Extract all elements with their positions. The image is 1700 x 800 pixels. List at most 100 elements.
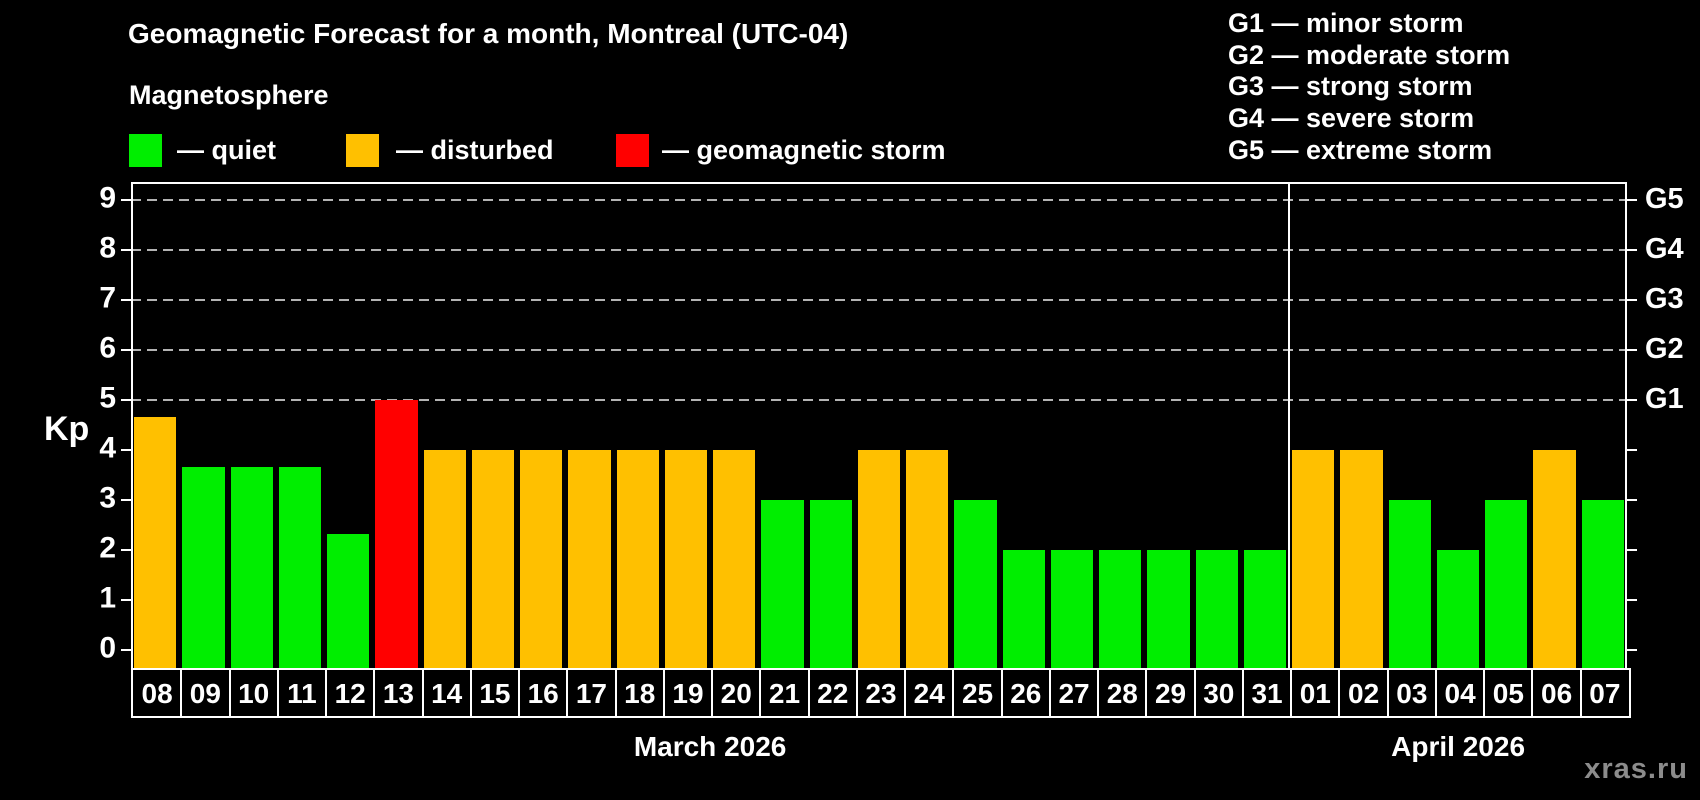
date-cell-separator	[759, 670, 762, 716]
kp-tick-mark	[121, 349, 131, 351]
kp-bar	[182, 466, 225, 668]
kp-tick-mark	[121, 399, 131, 401]
kp-gridline	[131, 299, 1627, 301]
g-scale-legend-line: G2 — moderate storm	[1228, 39, 1511, 70]
kp-axis-label: Kp	[44, 410, 90, 448]
g-scale-legend-line: G3 — strong storm	[1228, 71, 1473, 102]
date-cell-label: 03	[1396, 678, 1428, 709]
kp-tick-mark	[121, 299, 131, 301]
watermark: xras.ru	[1584, 753, 1688, 785]
date-cell-label: 09	[189, 678, 221, 709]
g-scale-legend-line: G1 — minor storm	[1228, 8, 1464, 38]
date-cell-separator	[1483, 670, 1486, 716]
kp-bar	[1388, 500, 1431, 668]
disturbed-legend-swatch	[346, 134, 379, 167]
kp-bar	[278, 466, 322, 668]
kp-bar	[375, 400, 418, 668]
kp-gridline	[131, 399, 1627, 401]
date-cell-label: 14	[431, 678, 463, 709]
date-cell-label: 22	[817, 678, 849, 709]
date-cell-separator	[1145, 670, 1148, 716]
date-cell-separator	[855, 670, 858, 716]
kp-bar	[1581, 500, 1624, 668]
date-cell-separator	[1193, 670, 1196, 716]
date-cell-label: 26	[1010, 678, 1042, 709]
kp-bar	[906, 450, 949, 668]
date-cell-label: 19	[672, 678, 704, 709]
date-cell-separator	[373, 670, 376, 716]
date-cell-separator	[1531, 670, 1534, 716]
date-cell-separator	[662, 670, 665, 716]
g-scale-legend: G1 — minor storm G2 — moderate storm G3 — …	[1228, 8, 1510, 167]
disturbed-legend-label: — disturbed	[396, 135, 554, 165]
kp-bar	[713, 450, 756, 668]
kp-tick-mark	[121, 199, 131, 201]
date-cell-label: 10	[238, 678, 270, 709]
kp-tick-label: 9	[99, 181, 116, 215]
g-tick-label: G4	[1645, 232, 1684, 265]
kp-tick-label: 1	[99, 581, 116, 615]
g-tick-mark	[1627, 549, 1637, 551]
plot-left-spine	[131, 182, 133, 668]
date-cell-separator	[1338, 670, 1341, 716]
kp-bar	[857, 450, 901, 668]
kp-tick-label: 4	[99, 431, 116, 465]
date-cell-separator	[1097, 670, 1100, 716]
kp-tick-label: 2	[99, 531, 116, 565]
date-cell-separator	[180, 670, 183, 716]
date-cell-label: 23	[865, 678, 897, 709]
kp-bar	[664, 450, 708, 668]
kp-tick-label: 7	[99, 281, 116, 315]
date-cell-separator	[1241, 670, 1244, 716]
plot-area	[131, 182, 1627, 668]
date-cell-label: 17	[575, 678, 608, 709]
date-cell-label: 12	[334, 678, 366, 709]
g-tick-mark	[1627, 199, 1637, 201]
g-tick-mark	[1627, 599, 1637, 601]
storm-legend-label: — geomagnetic storm	[662, 135, 946, 165]
kp-tick-mark	[121, 549, 131, 551]
kp-tick-label: 5	[99, 381, 116, 415]
kp-bar	[954, 500, 997, 668]
kp-bar	[1436, 550, 1480, 668]
date-cell-separator	[276, 670, 279, 716]
month-label: April 2026	[1391, 731, 1526, 762]
kp-bar	[1340, 450, 1383, 668]
kp-bar	[1050, 550, 1094, 668]
date-cell-label: 16	[527, 678, 559, 709]
g-tick-mark	[1627, 499, 1637, 501]
quiet-legend-label: — quiet	[177, 135, 276, 165]
date-row: 08 09 10 11 12 13 14 15 16 17 18 19 20 21 22 23 24 25 26 27…	[131, 668, 1631, 718]
month-label: March 2026	[633, 731, 787, 762]
kp-tick-mark	[121, 599, 131, 601]
date-cell-separator	[566, 670, 569, 716]
date-cell-separator	[807, 670, 810, 716]
kp-gridline	[131, 249, 1627, 251]
date-cell-label: 29	[1154, 678, 1187, 709]
g-tick-label: G2	[1645, 332, 1684, 365]
kp-bar	[616, 450, 659, 668]
date-cell-label: 07	[1589, 678, 1621, 709]
date-cell-label: 28	[1106, 678, 1138, 709]
date-cell-separator	[1048, 670, 1051, 716]
date-cell-separator	[1290, 670, 1293, 716]
kp-tick-mark	[121, 449, 131, 451]
date-cell-label: 18	[624, 678, 656, 709]
g-tick-mark	[1627, 249, 1637, 251]
kp-tick-label: 0	[99, 631, 116, 665]
kp-bar	[134, 416, 177, 668]
g-tick-label: G3	[1645, 282, 1684, 315]
date-cell-label: 20	[720, 678, 752, 709]
kp-bar	[1533, 450, 1576, 668]
g-tick-mark	[1627, 449, 1637, 451]
g-tick-mark	[1627, 649, 1637, 651]
kp-gridline	[131, 349, 1627, 351]
date-cell-separator	[325, 670, 328, 716]
g-tick-label: G5	[1645, 182, 1684, 215]
kp-bar	[423, 450, 466, 668]
g-scale-legend-line: G4 — severe storm	[1228, 103, 1475, 134]
g-tick-mark	[1627, 399, 1637, 401]
date-cell-label: 21	[768, 678, 801, 709]
date-cell-separator	[1000, 670, 1003, 716]
date-cell-separator	[421, 670, 424, 716]
